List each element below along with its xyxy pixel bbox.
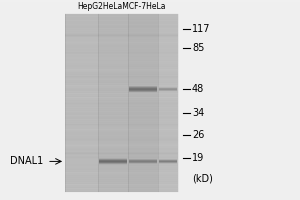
Text: 48: 48 <box>192 84 204 94</box>
Text: DNAL1: DNAL1 <box>10 156 43 166</box>
Text: HepG2HeLaMCF-7HeLa: HepG2HeLaMCF-7HeLa <box>77 2 166 11</box>
Text: 117: 117 <box>192 24 211 34</box>
Text: 26: 26 <box>192 130 204 140</box>
Text: 34: 34 <box>192 108 204 118</box>
Text: (kD): (kD) <box>192 173 213 183</box>
Text: 85: 85 <box>192 43 204 53</box>
Text: 19: 19 <box>192 153 204 163</box>
